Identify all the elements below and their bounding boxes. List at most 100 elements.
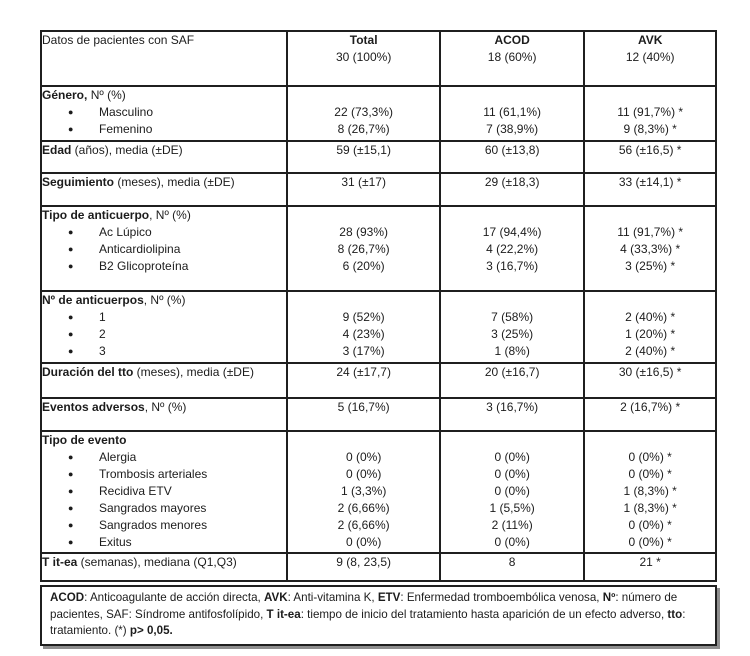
list-item: 2 [43,326,285,343]
total-cell: 9 (52%) 4 (23%) 3 (17%) [286,290,441,364]
list-item: Exitus [43,534,285,551]
acod-cell: 0 (0%) 0 (0%) 0 (0%) 1 (5,5%) 2 (11%) 0 … [438,430,586,554]
list-item: 3 [43,343,285,360]
avk-cell: 0 (0%) * 0 (0%) * 1 (8,3%) * 1 (8,3%) * … [583,430,717,554]
list-item: Femenino [43,121,285,138]
list-item: Sangrados menores [43,517,285,534]
row-title: Género, Nº (%) [42,88,126,102]
acod-cell: 29 (±18,3) [438,172,586,207]
column-subtitle-avk: 12 (40%) [625,50,675,64]
acod-cell: 20 (±16,7) [438,362,586,399]
header-label-cell: Datos de pacientes con SAF [39,30,289,87]
bullet-icon [68,466,73,483]
table-title: Datos de pacientes con SAF [42,33,195,47]
label-cell: Eventos adversos, Nº (%) [39,397,289,432]
label-cell: Nº de anticuerpos, Nº (%) 1 2 3 [39,290,289,364]
footnote-p-value: p> 0,05. [129,624,173,637]
footnote-abbr: tto [667,607,683,621]
label-cell: Duración del tto (meses), media (±DE) [39,362,289,399]
total-cell: 5 (16,7%) [286,397,441,432]
row-title: Tipo de anticuerpo, Nº (%) [42,208,191,222]
row-title: Tipo de evento [42,433,127,447]
footnote-box: ACOD: Anticoagulante de acción directa, … [40,585,717,646]
acod-cell: 60 (±13,8) [438,140,586,174]
bullet-icon [68,104,73,121]
bullet-icon [68,224,73,241]
header-acod-cell: ACOD 18 (60%) [438,30,586,87]
list-item: B2 Glicoproteína [43,258,285,275]
avk-cell: 11 (91,7%) * 9 (8,3%) * [583,85,717,142]
row-genero: Género, Nº (%) Masculino Femenino 22 (73… [39,85,717,142]
row-edad: Edad (años), media (±DE) 59 (±15,1) 60 (… [39,140,717,174]
avk-cell: 2 (40%) * 1 (20%) * 2 (40%) * [583,290,717,364]
label-cell: Género, Nº (%) Masculino Femenino [39,85,289,142]
avk-cell: 2 (16,7%) * [583,397,717,432]
acod-cell: 3 (16,7%) [438,397,586,432]
label-cell: Edad (años), media (±DE) [39,140,289,174]
bullet-icon [68,258,73,275]
total-cell: 9 (8, 23,5) [286,552,441,582]
header-total-cell: Total 30 (100%) [286,30,441,87]
bullet-icon [68,241,73,258]
label-cell: T it-ea (semanas), mediana (Q1,Q3) [39,552,289,582]
column-subtitle-total: 30 (100%) [335,50,392,64]
avk-cell: 56 (±16,5) * [583,140,717,174]
label-cell: Tipo de evento Alergia Trombosis arteria… [39,430,289,554]
column-subtitle-acod: 18 (60%) [487,50,537,64]
row-seguimiento: Seguimiento (meses), media (±DE) 31 (±17… [39,172,717,207]
header-avk-cell: AVK 12 (40%) [583,30,717,87]
bullet-icon [68,121,73,138]
row-t-it-ea: T it-ea (semanas), mediana (Q1,Q3) 9 (8,… [39,552,717,582]
total-cell: 24 (±17,7) [286,362,441,399]
acod-cell: 8 [438,552,586,582]
total-cell: 31 (±17) [286,172,441,207]
avk-cell: 33 (±14,1) * [583,172,717,207]
total-cell: 28 (93%) 8 (26,7%) 6 (20%) [286,205,441,292]
label-cell: Seguimiento (meses), media (±DE) [39,172,289,207]
row-title: Nº de anticuerpos, Nº (%) [42,293,186,307]
list-item: 1 [43,309,285,326]
acod-cell: 11 (61,1%) 7 (38,9%) [438,85,586,142]
table-header-row: Datos de pacientes con SAF Total 30 (100… [39,30,717,87]
column-title-total: Total [349,33,378,47]
row-eventos-adversos: Eventos adversos, Nº (%) 5 (16,7%) 3 (16… [39,397,717,432]
avk-cell: 21 * [583,552,717,582]
bullet-icon [68,326,73,343]
row-duracion-tto: Duración del tto (meses), media (±DE) 24… [39,362,717,399]
footnote-abbr: AVK [263,591,288,604]
acod-cell: 7 (58%) 3 (25%) 1 (8%) [438,290,586,364]
footnote-abbr: T it-ea [266,607,301,621]
bullet-icon [68,449,73,466]
footnote-abbr: ACOD [50,591,85,604]
bullet-icon [68,343,73,360]
bullet-icon [68,483,73,500]
bullet-icon [68,534,73,551]
avk-cell: 11 (91,7%) * 4 (33,3%) * 3 (25%) * [583,205,717,292]
column-title-acod: ACOD [494,33,530,47]
footnote-abbr: Nº [602,591,616,604]
list-item: Masculino [43,104,285,121]
avk-cell: 30 (±16,5) * [583,362,717,399]
bullet-icon [68,309,73,326]
total-cell: 59 (±15,1) [286,140,441,174]
total-cell: 0 (0%) 0 (0%) 1 (3,3%) 2 (6,66%) 2 (6,66… [286,430,441,554]
list-item: Anticardiolipina [43,241,285,258]
row-num-anticuerpos: Nº de anticuerpos, Nº (%) 1 2 3 9 (52%) … [39,290,717,364]
list-item: Alergia [43,449,285,466]
column-title-avk: AVK [637,33,663,47]
row-tipo-evento: Tipo de evento Alergia Trombosis arteria… [39,430,717,554]
list-item: Ac Lúpico [43,224,285,241]
list-item: Recidiva ETV [43,483,285,500]
list-item: Trombosis arteriales [43,466,285,483]
total-cell: 22 (73,3%) 8 (26,7%) [286,85,441,142]
footnote-abbr: ETV [377,591,401,604]
label-cell: Tipo de anticuerpo, Nº (%) Ac Lúpico Ant… [39,205,289,292]
patient-data-table: Datos de pacientes con SAF Total 30 (100… [39,30,717,582]
acod-cell: 17 (94,4%) 4 (22,2%) 3 (16,7%) [438,205,586,292]
patient-data-table-wrap: Datos de pacientes con SAF Total 30 (100… [39,30,717,646]
row-tipo-anticuerpo: Tipo de anticuerpo, Nº (%) Ac Lúpico Ant… [39,205,717,292]
bullet-icon [68,517,73,534]
list-item: Sangrados mayores [43,500,285,517]
bullet-icon [68,500,73,517]
